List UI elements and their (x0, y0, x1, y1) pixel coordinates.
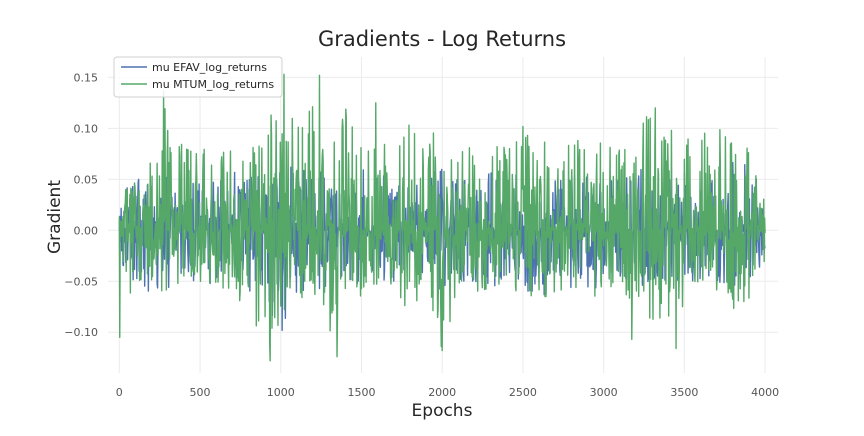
y-tick-label: −0.05 (64, 275, 98, 288)
x-tick-label: 2000 (428, 386, 456, 399)
y-tick-label: 0.05 (74, 173, 99, 186)
series-layer (118, 73, 766, 362)
x-tick-label: 0 (116, 386, 123, 399)
x-axis-label: Epochs (412, 401, 473, 421)
legend-box (113, 56, 283, 98)
legend-label-efav: mu EFAV_log_returns (152, 61, 267, 74)
tick-labels: 0 500 1000 1500 2000 2500 3000 3500 4000 −0.10 −0.… (64, 71, 779, 399)
x-tick-label: 3500 (670, 386, 698, 399)
x-tick-label: 4000 (751, 386, 779, 399)
y-tick-label: 0.10 (74, 122, 99, 135)
x-tick-label: 2500 (509, 386, 537, 399)
x-tick-label: 500 (190, 386, 211, 399)
y-tick-label: 0.15 (74, 71, 99, 84)
y-tick-label: −0.10 (64, 326, 98, 339)
y-tick-label: 0.00 (74, 224, 99, 237)
legend: mu EFAV_log_returns mu MTUM_log_returns (113, 56, 283, 98)
x-tick-label: 3000 (590, 386, 618, 399)
legend-label-mtum: mu MTUM_log_returns (152, 78, 274, 91)
y-axis-label: Gradient (45, 180, 65, 254)
chart-title: Gradients - Log Returns (318, 27, 566, 51)
x-tick-label: 1500 (347, 386, 375, 399)
series-line-mtum (118, 73, 766, 362)
x-tick-label: 1000 (267, 386, 295, 399)
